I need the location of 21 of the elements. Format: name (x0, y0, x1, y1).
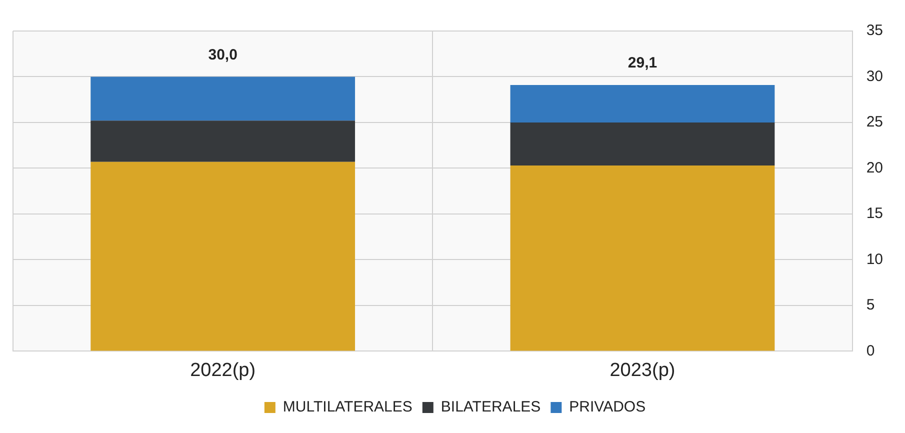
y-tick-label: 20 (866, 159, 884, 176)
bar (510, 84, 775, 122)
legend-label: PRIVADOS (569, 398, 646, 416)
y-tick-label: 5 (866, 296, 875, 314)
legend-label: BILATERALES (440, 398, 541, 416)
y-tick-label: 35 (866, 22, 884, 40)
total-label: 29,1 (628, 54, 658, 72)
bar (90, 162, 356, 351)
y-tick-label: 10 (866, 250, 884, 268)
bar (90, 76, 356, 121)
y-tick-label: 15 (866, 205, 884, 222)
bar (510, 122, 775, 166)
y-tick-label: 25 (866, 114, 884, 131)
bar (510, 165, 775, 351)
y-tick-label: 30 (866, 68, 884, 85)
y-tick-label: 0 (866, 342, 875, 360)
x-tick-label: 2022(p) (190, 360, 256, 381)
bar (90, 120, 356, 162)
x-tick-label: 2023(p) (610, 360, 676, 381)
legend-label: MULTILATERALES (282, 398, 412, 416)
total-label: 30,0 (208, 46, 238, 64)
